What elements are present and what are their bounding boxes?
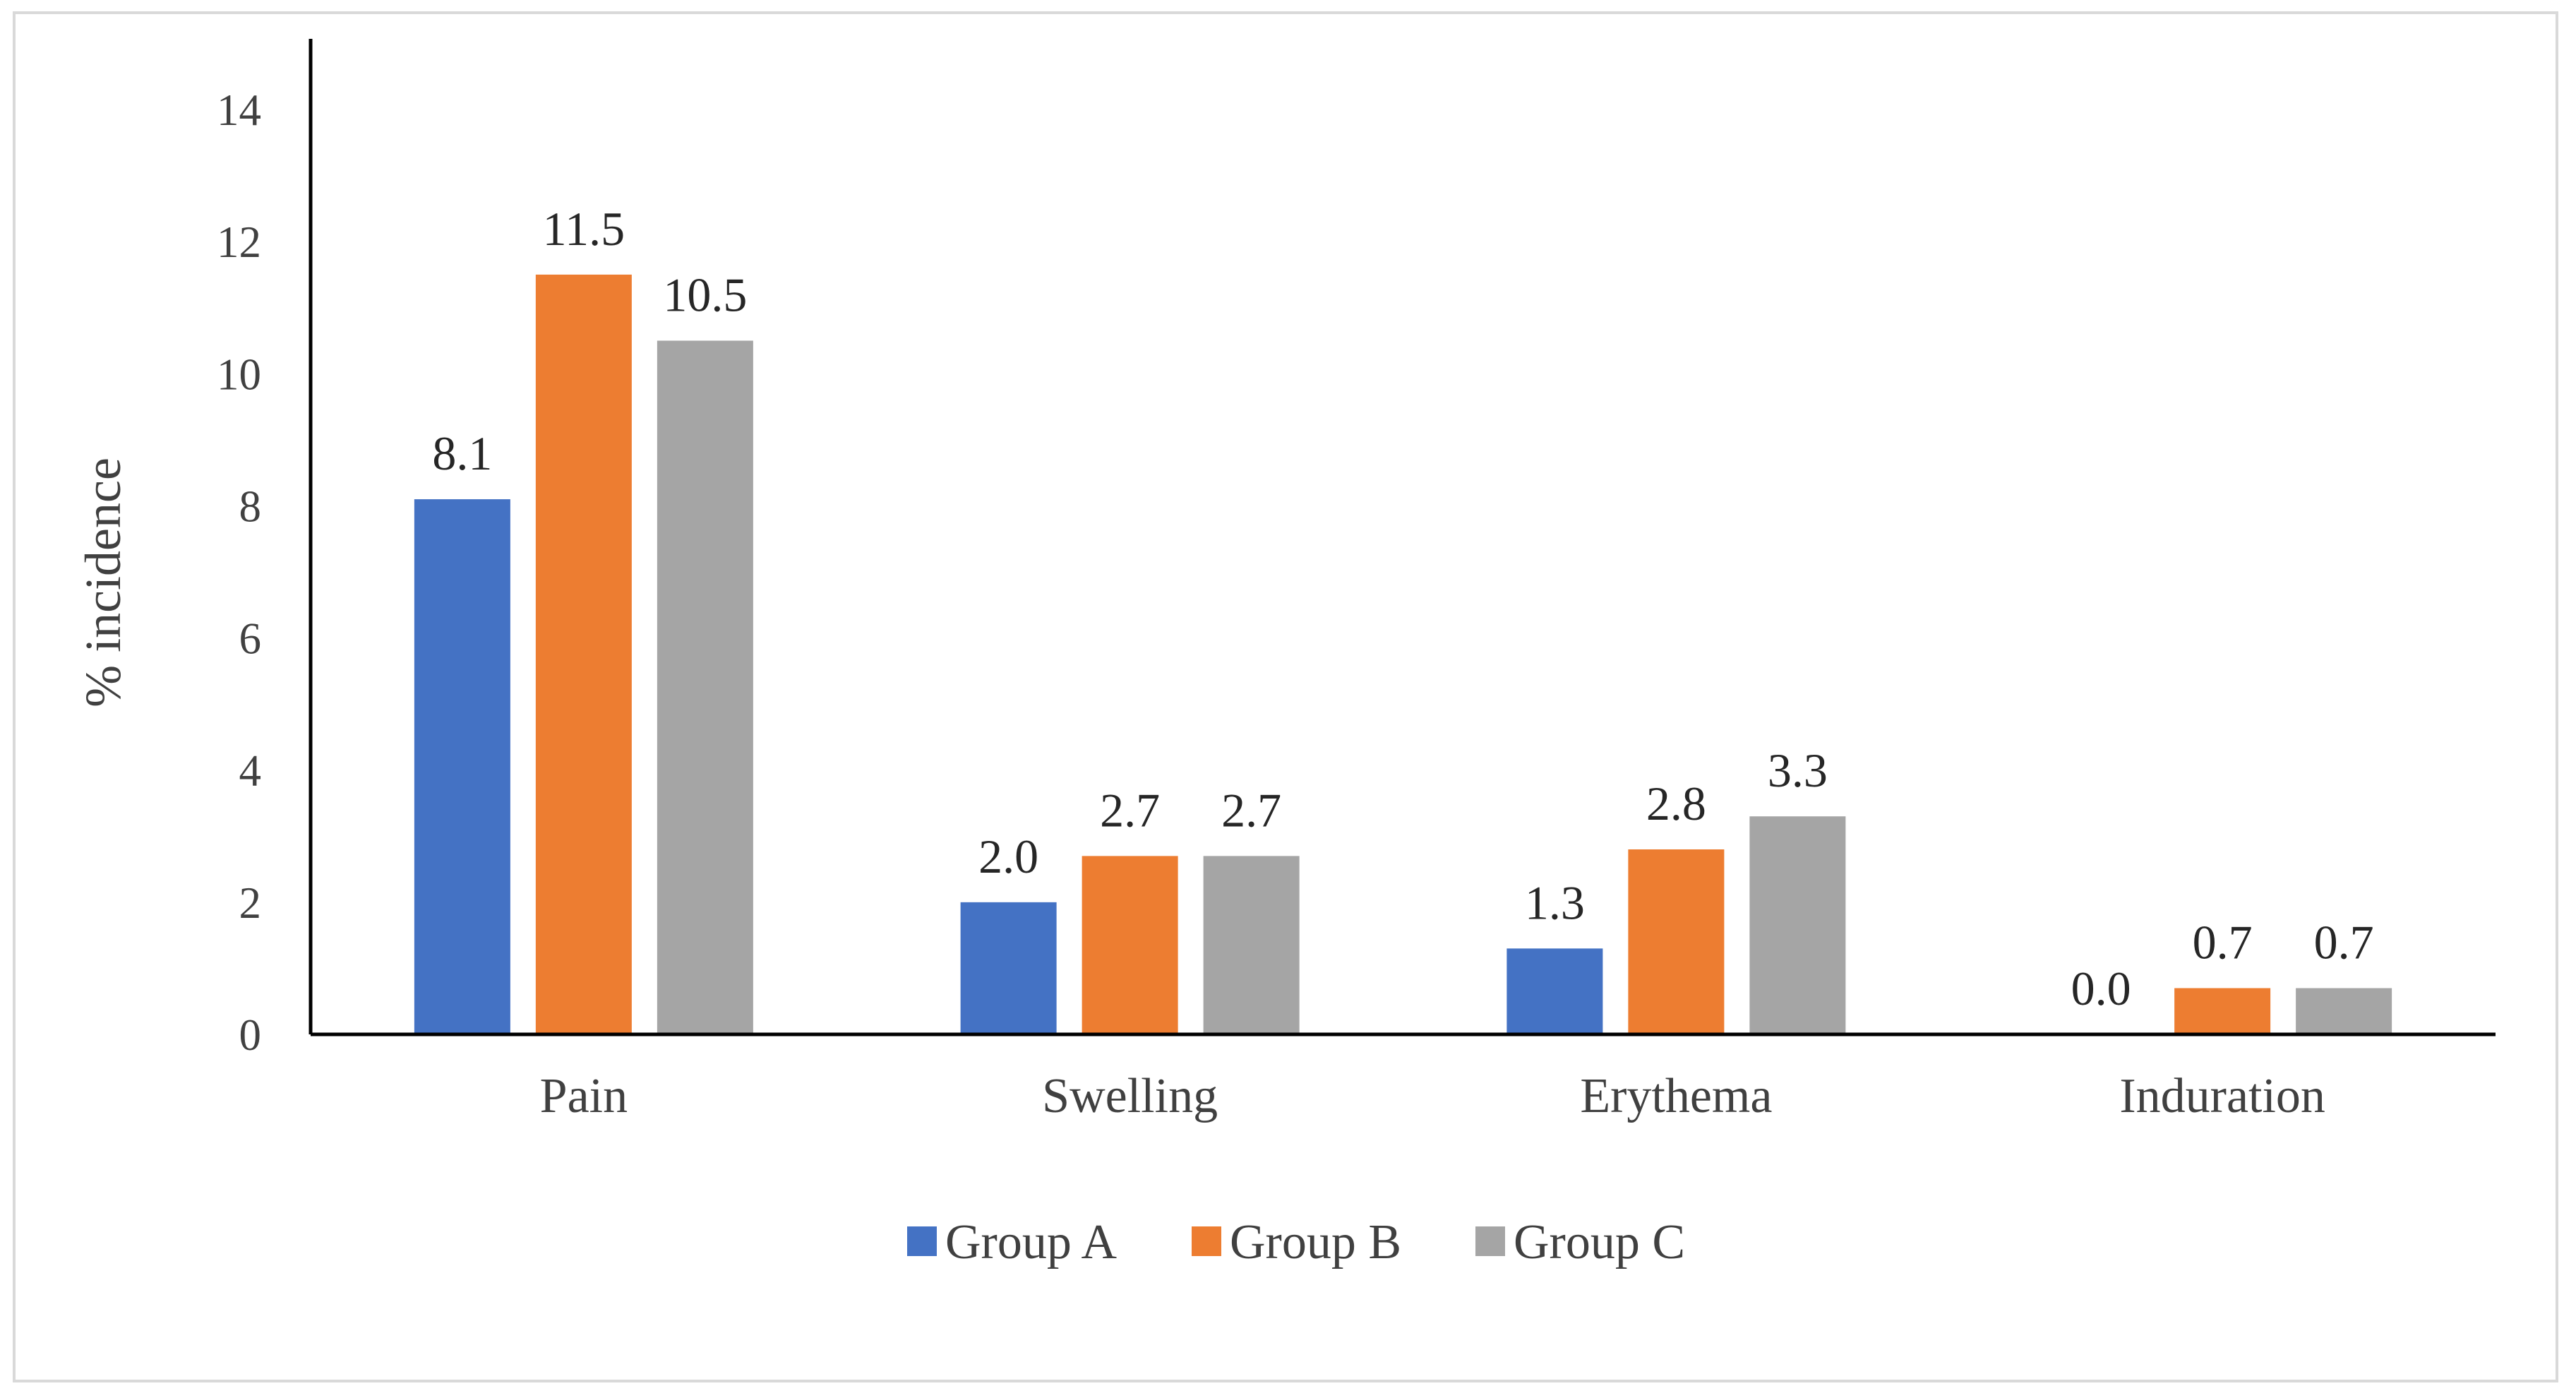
y-tick-label: 2 bbox=[239, 878, 262, 928]
data-label: 0.0 bbox=[2071, 962, 2131, 1015]
legend-swatch bbox=[1475, 1226, 1505, 1256]
x-category-label: Erythema bbox=[1580, 1069, 1772, 1123]
legend-label: Group B bbox=[1230, 1215, 1401, 1269]
legend: Group A Group B Group C bbox=[907, 1215, 1685, 1269]
axes-layer: 0 2 4 6 8 10 12 14 bbox=[217, 39, 2496, 1060]
x-category-label: Pain bbox=[540, 1069, 628, 1123]
bar-group-b-erythema bbox=[1628, 849, 1725, 1034]
x-category-label: Swelling bbox=[1042, 1069, 1218, 1123]
y-axis-title: % incidence bbox=[75, 458, 131, 707]
data-label: 2.8 bbox=[1646, 777, 1706, 830]
legend-swatch bbox=[907, 1226, 937, 1256]
bar-group-a-erythema bbox=[1506, 948, 1603, 1034]
y-tick-label: 14 bbox=[217, 85, 261, 135]
legend-label: Group A bbox=[945, 1215, 1118, 1269]
data-label: 0.7 bbox=[2314, 916, 2374, 969]
y-tick-label: 6 bbox=[239, 614, 262, 664]
data-label: 3.3 bbox=[1768, 743, 1828, 797]
x-category-label: Induration bbox=[2119, 1069, 2325, 1123]
bar-group-c-erythema bbox=[1749, 816, 1846, 1034]
legend-swatch bbox=[1192, 1226, 1221, 1256]
data-label: 1.3 bbox=[1525, 876, 1585, 929]
bar-group-c-swelling bbox=[1203, 856, 1300, 1034]
data-label: 2.7 bbox=[1100, 783, 1160, 837]
bar-group-b-induration bbox=[2174, 988, 2271, 1034]
bar-group-c-induration bbox=[2296, 988, 2392, 1034]
y-tick-label: 4 bbox=[239, 746, 262, 796]
data-label: 2.0 bbox=[978, 830, 1038, 883]
y-tick-label: 8 bbox=[239, 482, 262, 531]
data-label: 8.1 bbox=[432, 426, 492, 480]
y-tick-label: 0 bbox=[239, 1010, 262, 1060]
data-label: 10.5 bbox=[663, 268, 747, 322]
bar-group-c-pain bbox=[657, 340, 753, 1034]
bar-group-a-swelling bbox=[960, 902, 1057, 1034]
labels-layer: 8.1 11.5 10.5 Pain 2.0 2.7 2.7 Swelling 1.3 2.8 3.… bbox=[432, 202, 2373, 1123]
bar-group-a-pain bbox=[414, 499, 510, 1034]
y-tick-label: 12 bbox=[217, 217, 261, 267]
data-label: 0.7 bbox=[2193, 916, 2253, 969]
data-label: 2.7 bbox=[1221, 783, 1281, 837]
bar-group-b-pain bbox=[535, 274, 632, 1034]
bar-group-b-swelling bbox=[1082, 856, 1178, 1034]
y-tick-label: 10 bbox=[217, 350, 261, 399]
bars-layer bbox=[414, 274, 2392, 1034]
data-label: 11.5 bbox=[543, 202, 625, 256]
legend-label: Group C bbox=[1514, 1215, 1685, 1269]
